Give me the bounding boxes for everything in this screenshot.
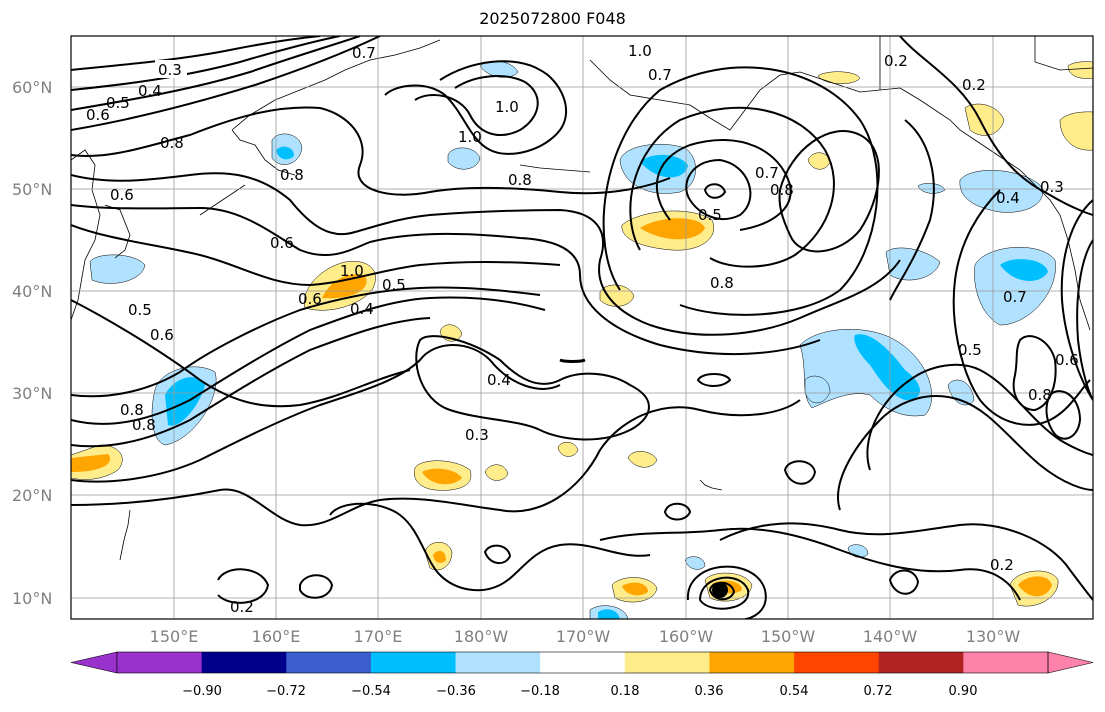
lon-label: 130°W (966, 627, 1021, 646)
map-area (71, 36, 1093, 619)
lat-label: 60°N (12, 78, 52, 97)
colorbar-tick-label: −0.18 (520, 684, 560, 699)
contour-label: 0.5 (958, 341, 982, 359)
contour-label: 0.2 (884, 52, 908, 70)
negative-shading (89, 60, 1056, 619)
contour-label: 0.8 (710, 274, 734, 292)
colorbar-tick-label: −0.72 (266, 684, 306, 699)
colorbar-border (116, 651, 1049, 674)
coastlines (71, 36, 1093, 561)
contour-label: 0.6 (110, 186, 134, 204)
lon-label: 170°E (354, 627, 403, 646)
contour-label: 0.8 (1028, 386, 1052, 404)
colorbar-tick-label: −0.36 (436, 684, 476, 699)
colorbar-segment (455, 652, 541, 673)
colorbar-segment (286, 652, 372, 673)
colorbar-extend-high (1047, 651, 1094, 674)
colorbar-segment (201, 652, 287, 673)
colorbar-segment (624, 652, 710, 673)
longitude-labels: 150°E 160°E 170°E 180°W 170°W 160°W 150°… (150, 627, 1021, 646)
contour-label: 0.3 (158, 61, 182, 79)
colorbar-tick-label: −0.54 (351, 684, 391, 699)
map-frame (70, 35, 1094, 620)
lon-label: 160°W (659, 627, 714, 646)
colorbar-segment (370, 652, 457, 673)
contour-label: 0.2 (990, 556, 1014, 574)
contour-label: 0.2 (230, 598, 254, 616)
colorbar-segment (709, 652, 795, 673)
lat-label: 50°N (12, 180, 52, 199)
colorbar-tick-label: 0.54 (780, 684, 809, 699)
lat-label: 40°N (12, 282, 52, 301)
contour-label: 0.2 (962, 76, 986, 94)
lon-label: 140°W (863, 627, 918, 646)
colorbar-tick-labels: −0.90 −0.72 −0.54 −0.36 −0.18 0.18 0.36 … (182, 684, 977, 699)
contour-lines (71, 36, 1093, 619)
contour-label: 1.0 (340, 262, 364, 280)
lon-label: 150°W (761, 627, 816, 646)
lon-label: 170°W (556, 627, 611, 646)
colorbar-segment (117, 652, 203, 673)
lat-label: 10°N (12, 589, 52, 608)
contour-label: 0.6 (298, 290, 322, 308)
contour-label: 0.5 (382, 276, 406, 294)
contour-label: 0.3 (465, 426, 489, 444)
contour-label: 0.8 (160, 134, 184, 152)
colorbar-tick-label: −0.90 (182, 684, 222, 699)
contour-label: 0.6 (150, 326, 174, 344)
colorbar-tick-label: 0.72 (864, 684, 893, 699)
contour-label: 0.4 (996, 189, 1020, 207)
contour-label: 0.8 (120, 401, 144, 419)
contour-label-layer: 0.3 0.4 0.5 0.6 0.8 0.7 1.0 1.0 0.7 0.2 … (86, 42, 1079, 616)
contour-label: 1.0 (495, 98, 519, 116)
contour-label: 0.8 (508, 171, 532, 189)
colorbar-tick-label: 0.36 (695, 684, 724, 699)
contour-label: 0.4 (138, 82, 162, 100)
contour-label: 0.7 (648, 66, 672, 84)
contour-label: 0.4 (487, 371, 511, 389)
contour-label: 0.8 (280, 166, 304, 184)
contour-label: 0.7 (1003, 288, 1027, 306)
colorbar-segment (540, 652, 626, 673)
lat-label: 20°N (12, 486, 52, 505)
contour-label: 1.0 (458, 128, 482, 146)
contour-label: 0.5 (698, 206, 722, 224)
graticule (71, 36, 1093, 619)
colorbar-segment (878, 652, 964, 673)
lon-label: 150°E (150, 627, 199, 646)
tropical-cyclone-marker (712, 582, 728, 598)
contour-label: 0.8 (132, 416, 156, 434)
colorbar-extend-low (70, 651, 118, 674)
contour-label: 0.6 (86, 106, 110, 124)
contour-label: 0.5 (128, 301, 152, 319)
colorbar (70, 651, 1094, 674)
lat-label: 30°N (12, 384, 52, 403)
lon-label: 180°W (454, 627, 509, 646)
colorbar-segment (963, 652, 1049, 673)
contour-label: 0.3 (1040, 178, 1064, 196)
contour-label: 1.0 (628, 42, 652, 60)
latitude-labels: 60°N 50°N 40°N 30°N 20°N 10°N (12, 78, 52, 608)
colorbar-tick-label: 0.90 (949, 684, 978, 699)
lon-label: 160°E (252, 627, 301, 646)
contour-label: 0.6 (270, 234, 294, 252)
colorbar-segment (794, 652, 880, 673)
contour-label: 0.5 (106, 94, 130, 112)
contour-label: 0.7 (755, 164, 779, 182)
contour-label: 0.8 (770, 181, 794, 199)
colorbar-tick-label: 0.18 (611, 684, 640, 699)
contour-label: 0.7 (352, 44, 376, 62)
contour-label: 0.4 (350, 300, 374, 318)
map-title: 2025072800 F048 (479, 9, 626, 28)
contour-label: 0.6 (1055, 351, 1079, 369)
